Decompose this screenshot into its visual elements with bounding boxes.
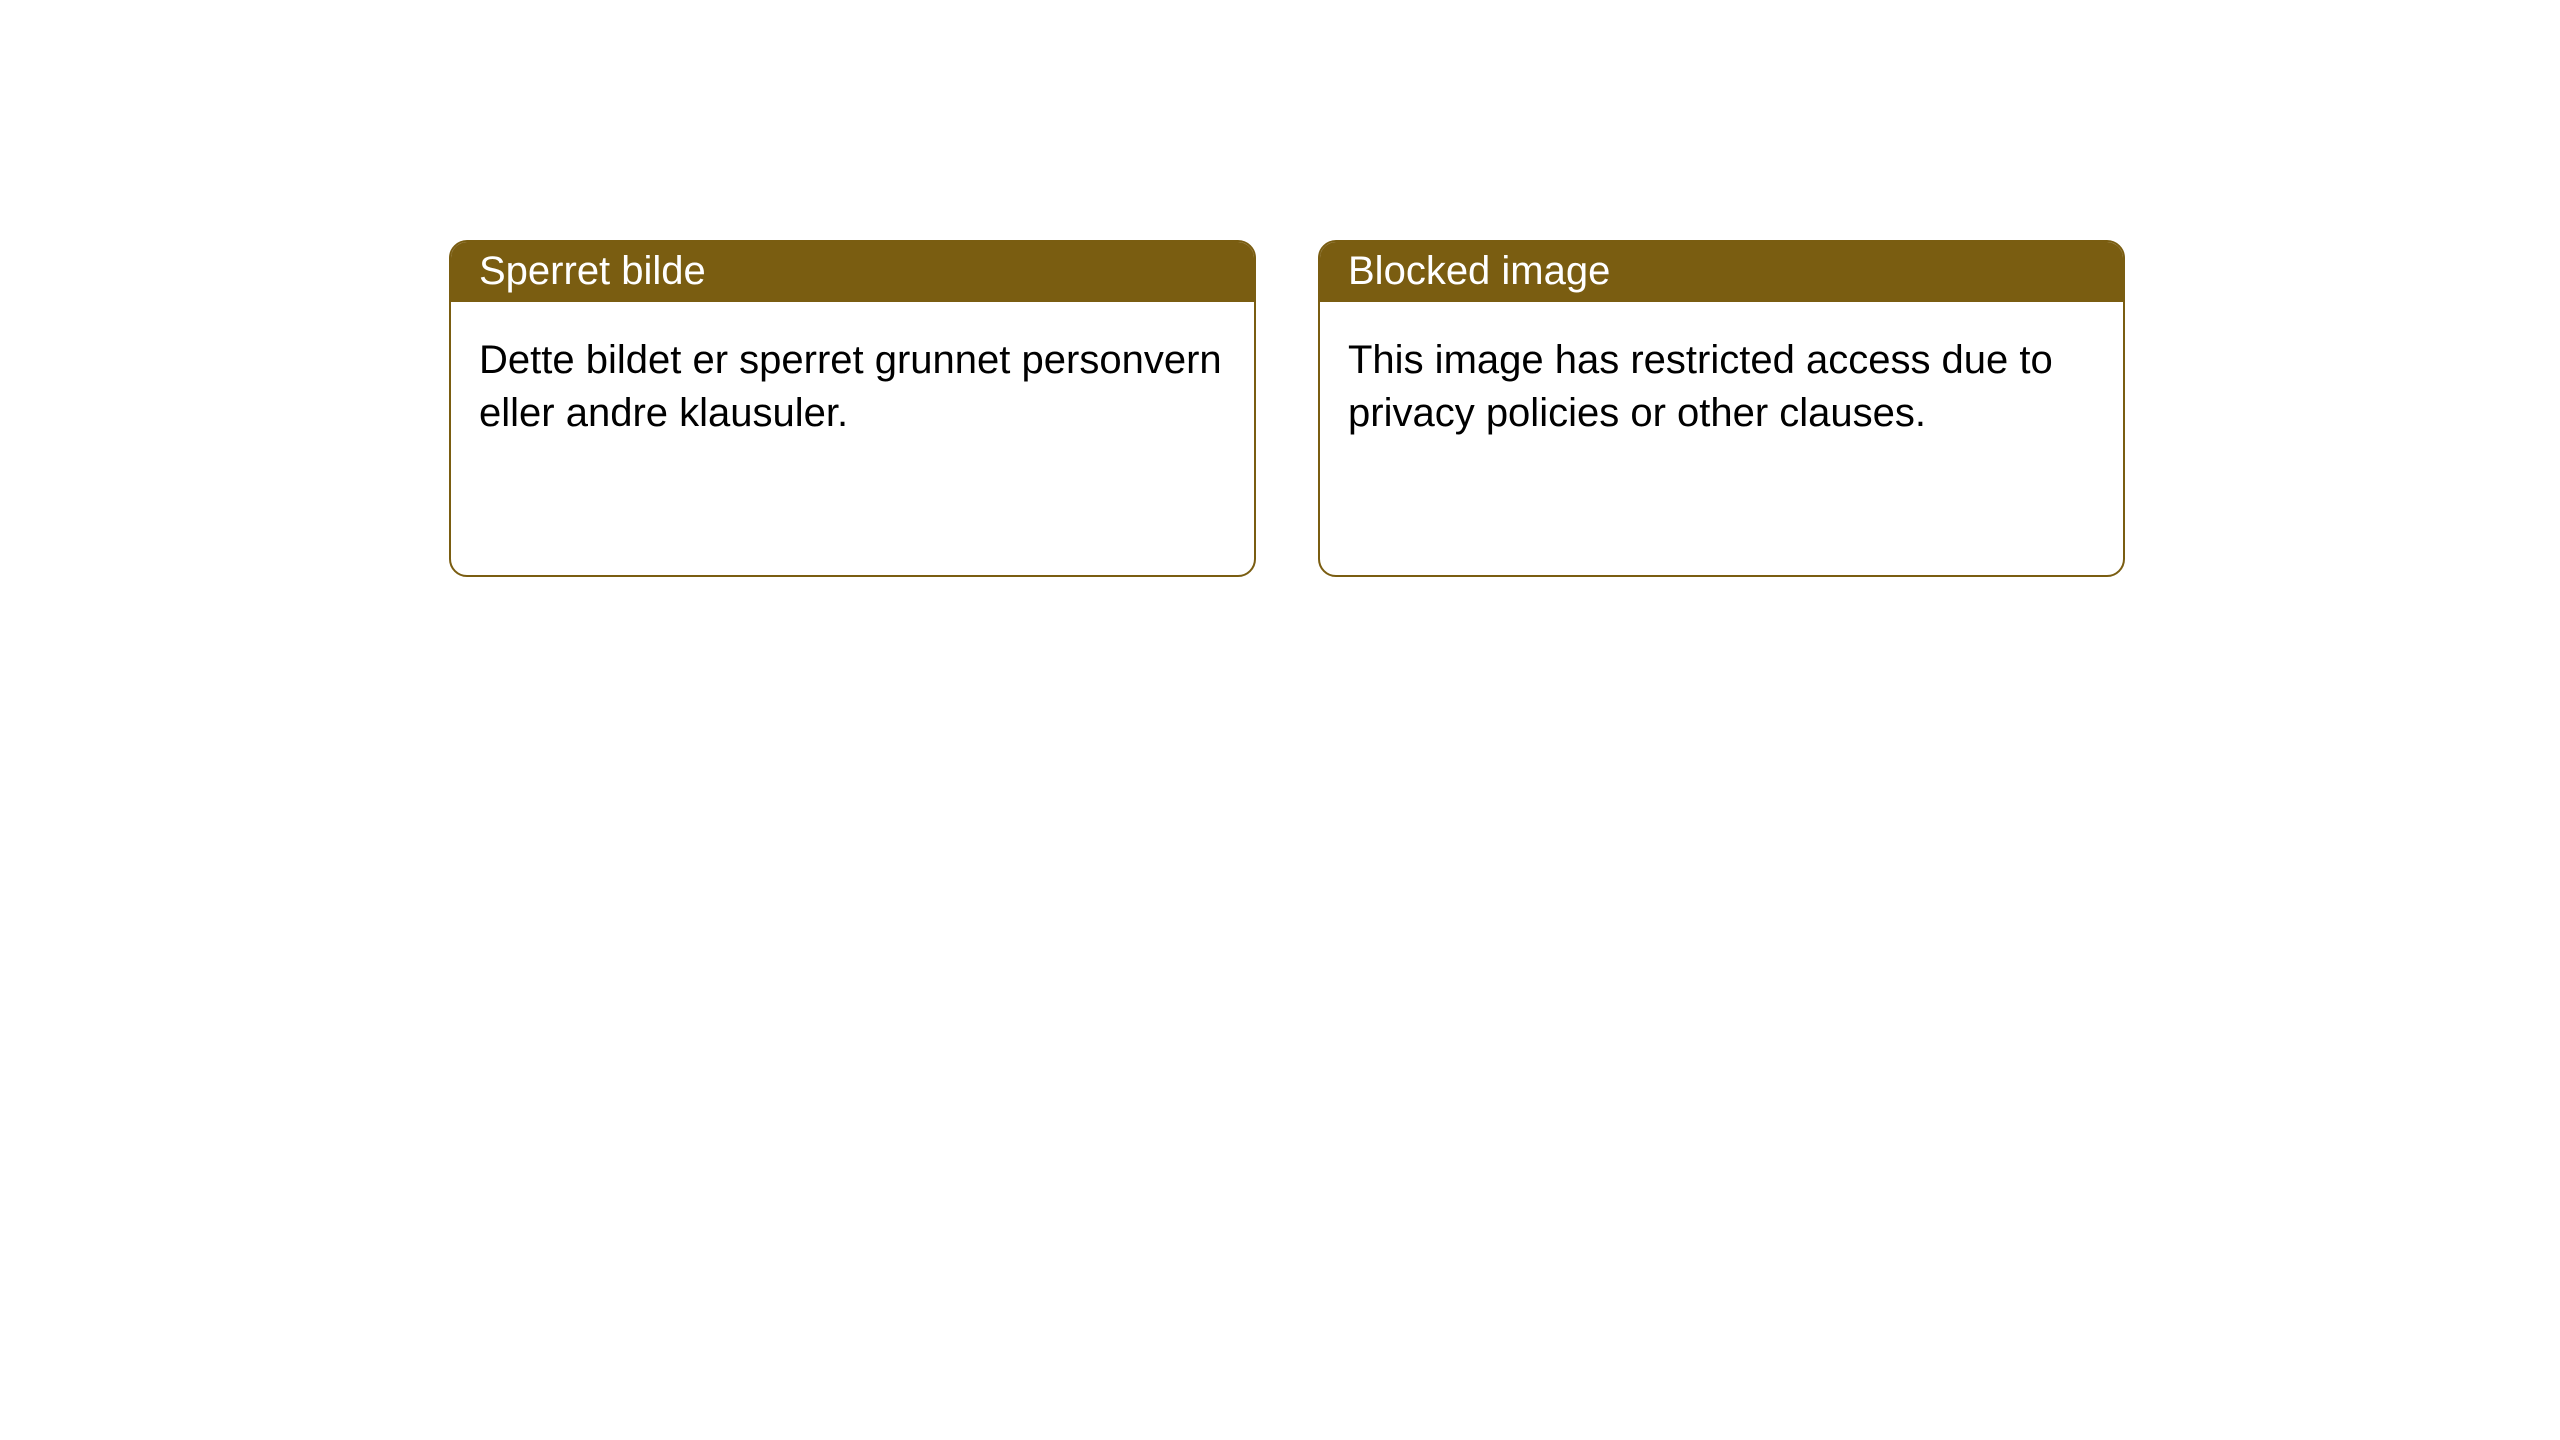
card-header-text: Blocked image xyxy=(1348,249,1610,293)
card-body-norwegian: Dette bildet er sperret grunnet personve… xyxy=(451,302,1254,575)
card-header-norwegian: Sperret bilde xyxy=(451,242,1254,302)
cards-container: Sperret bilde Dette bildet er sperret gr… xyxy=(449,240,2125,577)
card-body-text: Dette bildet er sperret grunnet personve… xyxy=(479,334,1226,440)
card-header-english: Blocked image xyxy=(1320,242,2123,302)
card-body-text: This image has restricted access due to … xyxy=(1348,334,2095,440)
blocked-image-card-english: Blocked image This image has restricted … xyxy=(1318,240,2125,577)
blocked-image-card-norwegian: Sperret bilde Dette bildet er sperret gr… xyxy=(449,240,1256,577)
card-header-text: Sperret bilde xyxy=(479,249,706,293)
card-body-english: This image has restricted access due to … xyxy=(1320,302,2123,575)
